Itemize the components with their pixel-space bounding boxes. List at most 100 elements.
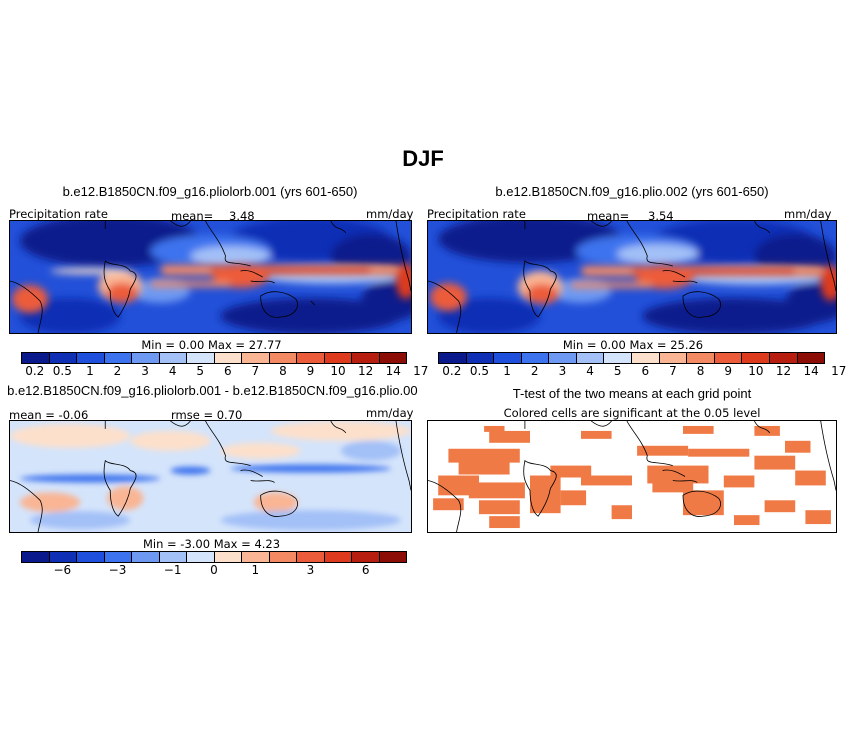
colorbar-swatch (576, 353, 605, 363)
panel-title-top-left: b.e12.B1850CN.f09_g16.pliolorb.001 (yrs … (62, 184, 358, 199)
colorbar-tick-label: 1 (251, 563, 260, 577)
colorbar-tick-label: 5 (196, 364, 205, 378)
colorbar-tick-label: 7 (251, 364, 260, 378)
colorbar-swatch (49, 353, 77, 363)
colorbar-tick-label: 1 (86, 364, 94, 378)
colorbar-swatch (324, 353, 352, 363)
colorbar-tick-label: 8 (279, 364, 287, 378)
colorbar-swatch (439, 353, 467, 363)
colorbar-tick-label: 14 (803, 364, 819, 378)
colorbar-swatch (159, 353, 187, 363)
colorbar-ticks-top-right: 0.2 0.5 1 2 3 4 5 6 7 8 9 10 12 14 17 (438, 364, 846, 380)
variable-label-top-right: Precipitation rate (427, 207, 526, 221)
colorbar-tick-label: 14 (385, 364, 401, 378)
precip-map-top-left (9, 220, 412, 334)
colorbar-tick-label: 3 (558, 364, 567, 378)
colorbar-tick-label: 4 (168, 364, 177, 378)
colorbar-swatch (77, 353, 105, 363)
colorbar-swatch (187, 552, 215, 562)
colorbar-swatch (269, 353, 297, 363)
colorbar-swatch (214, 552, 242, 562)
minmax-bottom-left: Min = -3.00 Max = 4.23 (142, 537, 281, 551)
colorbar-swatch (632, 353, 660, 363)
colorbar-tick-label: 0.5 (52, 364, 72, 378)
colorbar-swatch (187, 353, 215, 363)
colorbar-top-left (21, 352, 407, 364)
colorbar-tick-label: 7 (669, 364, 677, 378)
colorbar-swatch (466, 353, 495, 363)
colorbar-swatch (714, 353, 743, 363)
colorbar-tick-label: 9 (306, 364, 315, 378)
colorbar-swatch (352, 552, 380, 562)
colorbar-tick-label: 12 (358, 364, 374, 378)
colorbar-swatch (494, 353, 522, 363)
colorbar-swatch (687, 353, 715, 363)
units-bottom-left: mm/day (366, 406, 414, 420)
colorbar-tick-label: 12 (775, 364, 792, 378)
colorbar-top-right (438, 352, 825, 364)
colorbar-swatch (297, 353, 325, 363)
colorbar-ticks-top-left: 0.2 0.5 1 2 3 4 5 6 7 8 9 10 12 14 17 (21, 364, 428, 380)
colorbar-tick-label: 0.2 (25, 364, 45, 378)
colorbar-swatch (242, 552, 270, 562)
panel-subtitle-bottom-right: Colored cells are significant at the 0.0… (503, 406, 761, 420)
panel-title-bottom-left-clip: b.e12.B1850CN.f09_g16.pliolorb.001 - b.e… (0, 383, 418, 401)
colorbar-tick-label: 6 (223, 364, 232, 378)
colorbar-tick-label: −3 (108, 563, 127, 577)
colorbar-tick-label: 17 (831, 364, 846, 378)
colorbar-swatch (324, 552, 352, 562)
colorbar-bottom-left (21, 551, 407, 563)
colorbar-swatch (769, 353, 798, 363)
colorbar-tick-label: 2 (530, 364, 539, 378)
colorbar-swatch (22, 552, 50, 562)
panel-title-bottom-right: T-test of the two means at each grid poi… (512, 386, 752, 401)
mean-label-top-left: mean= (171, 209, 214, 223)
colorbar-swatch (521, 353, 550, 363)
colorbar-tick-label: 17 (413, 364, 429, 378)
colorbar-tick-label: 10 (330, 364, 346, 378)
colorbar-swatch (797, 353, 825, 363)
colorbar-tick-label: 6 (361, 563, 370, 577)
mean-text-bottom-left: mean = -0.06 (9, 408, 89, 422)
precip-map-top-right (427, 220, 837, 334)
rmse-text-bottom-left: rmse = 0.70 (171, 408, 243, 422)
mean-label-top-right: mean= (587, 209, 630, 223)
ttest-map-bottom-right (427, 420, 837, 533)
colorbar-swatch (104, 353, 132, 363)
minmax-top-right: Min = 0.00 Max = 25.26 (562, 338, 704, 352)
colorbar-swatch (659, 353, 688, 363)
colorbar-tick-label: 0.5 (469, 364, 489, 378)
colorbar-swatch (77, 552, 105, 562)
colorbar-swatch (549, 353, 577, 363)
colorbar-swatch (132, 353, 160, 363)
colorbar-tick-label: 2 (113, 364, 122, 378)
colorbar-tick-label: 8 (696, 364, 705, 378)
colorbar-swatch (49, 552, 77, 562)
mean-value-top-right: 3.54 (648, 209, 674, 223)
minmax-top-left: Min = 0.00 Max = 27.77 (141, 338, 282, 352)
colorbar-tick-label: 10 (748, 364, 764, 378)
mean-value-top-left: 3.48 (229, 209, 255, 223)
colorbar-tick-label: 0 (210, 563, 218, 577)
colorbar-swatch (742, 353, 770, 363)
variable-label-top-left: Precipitation rate (9, 207, 108, 221)
colorbar-tick-label: 1 (503, 364, 511, 378)
colorbar-swatch (242, 353, 270, 363)
colorbar-swatch (604, 353, 633, 363)
figure-title: DJF (402, 146, 444, 171)
colorbar-swatch (379, 353, 406, 363)
colorbar-tick-label: 6 (641, 364, 650, 378)
colorbar-tick-label: 9 (724, 364, 733, 378)
colorbar-tick-label: 0.2 (442, 364, 462, 378)
colorbar-ticks-bottom-left: −6 −3 −1 0 1 3 6 (21, 563, 407, 579)
colorbar-swatch (269, 552, 297, 562)
units-top-right: mm/day (784, 207, 832, 221)
colorbar-tick-label: −6 (53, 563, 72, 577)
colorbar-swatch (297, 552, 325, 562)
panel-title-top-right: b.e12.B1850CN.f09_g16.plio.002 (yrs 601-… (495, 184, 769, 199)
diff-map-bottom-left (9, 420, 412, 533)
colorbar-tick-label: 3 (141, 364, 149, 378)
colorbar-swatch (379, 552, 406, 562)
colorbar-swatch (352, 353, 380, 363)
colorbar-swatch (214, 353, 242, 363)
